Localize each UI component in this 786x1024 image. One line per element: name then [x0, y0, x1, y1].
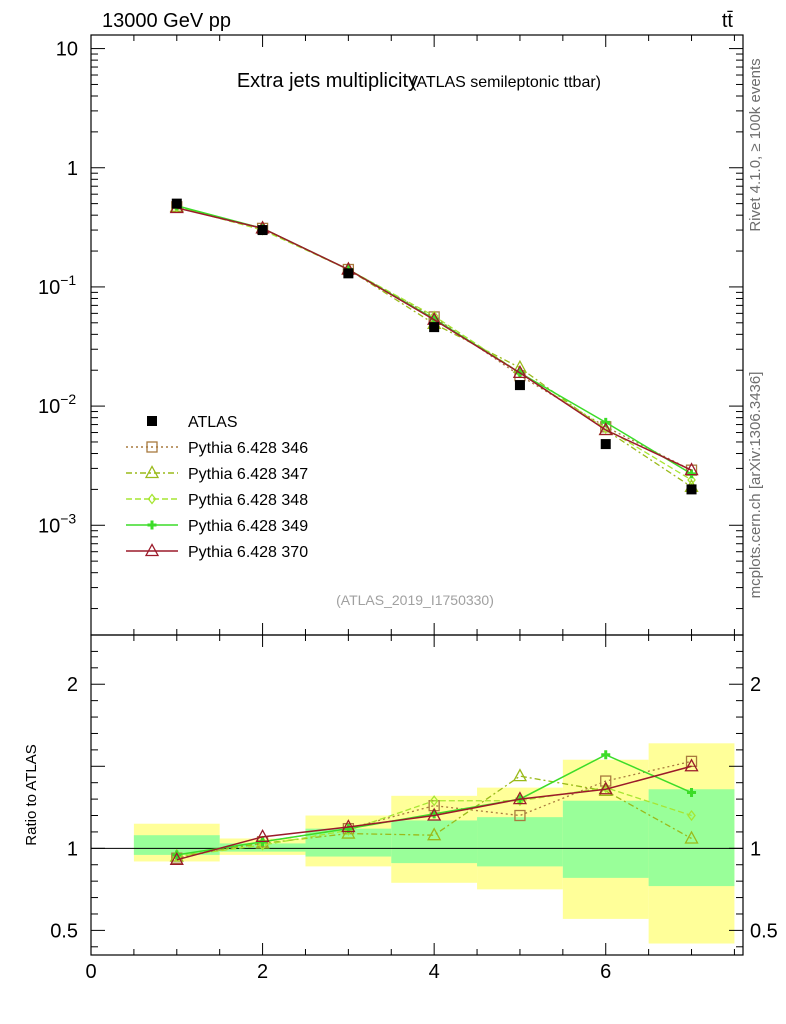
series-line-pythia-6-428-370: [176, 207, 692, 471]
y-tick-label: 1: [67, 158, 78, 180]
ratio-point-pythia-6-428-348-7: [687, 809, 696, 822]
y-tick-label: 10−3: [38, 510, 76, 537]
rivet-version-label: Rivet 4.1.0, ≥ 100k events: [747, 58, 764, 231]
point-pythia-6-428-370-7: [684, 462, 699, 476]
point-atlas-1: [171, 198, 182, 209]
point-pythia-6-428-370-5: [512, 365, 528, 379]
x-tick-label: 4: [429, 961, 440, 983]
chart-title: Extra jets multiplicity: [237, 70, 418, 92]
legend-label-pythia-6-428-370: Pythia 6.428 370: [188, 544, 308, 561]
mcplots-reference-label: mcplots.cern.ch [arXiv:1306.3436]: [747, 372, 764, 599]
legend-label-pythia-6-428-349: Pythia 6.428 349: [188, 518, 308, 535]
point-pythia-6-428-370-6: [598, 422, 613, 436]
ratio-point-pythia-6-428-346-5: [514, 809, 526, 822]
ratio-line-pythia-6-428-346: [176, 760, 692, 859]
ratio-point-pythia-6-428-370-7: [684, 758, 699, 772]
header-energy-label: 13000 GeV pp: [102, 10, 231, 32]
ratio-y-tick-label-right: 2: [750, 674, 761, 696]
point-pythia-6-428-349-7: [687, 469, 697, 479]
ratio-y-tick-label-left: 2: [67, 674, 78, 696]
series-line-pythia-6-428-346: [176, 206, 692, 471]
legend-label-pythia-6-428-347: Pythia 6.428 347: [188, 466, 308, 483]
analysis-id-watermark: (ATLAS_2019_I1750330): [336, 592, 494, 608]
legend-label-pythia-6-428-348: Pythia 6.428 348: [188, 492, 308, 509]
ratio-y-axis-label: Ratio to ATLAS: [23, 744, 40, 845]
y-tick-label: 10−1: [38, 272, 76, 299]
ratio-point-pythia-6-428-347-4: [427, 827, 442, 841]
ratio-point-pythia-6-428-346-6: [600, 775, 612, 787]
legend-marker-pythia-6-428-370: [144, 543, 160, 557]
ratio-band-inner-6: [562, 800, 649, 878]
point-atlas-4: [429, 322, 440, 333]
ratio-y-tick-label-left: 0.5: [50, 920, 78, 942]
x-tick-label: 2: [257, 961, 268, 983]
ratio-point-pythia-6-428-349-7: [687, 788, 697, 798]
ratio-band-inner-7: [648, 789, 735, 887]
legend-marker-pythia-6-428-347: [144, 465, 160, 479]
ratio-y-tick-label-right: 1: [750, 838, 761, 860]
ratio-point-pythia-6-428-370-3: [341, 819, 356, 833]
ratio-band-inner-5: [477, 817, 563, 867]
chart-subtitle: (ATLAS semileptonic ttbar): [411, 74, 601, 91]
legend-marker-pythia-6-428-349: [147, 520, 157, 530]
ratio-plot-frame: [90, 634, 744, 956]
ratio-point-pythia-6-428-370-4: [427, 807, 442, 821]
ratio-y-tick-label-left: 1: [67, 838, 78, 860]
ratio-point-pythia-6-428-348-2: [258, 839, 267, 851]
ratio-point-pythia-6-428-349-1: [172, 850, 182, 860]
ratio-point-pythia-6-428-370-6: [598, 781, 613, 795]
x-axis: 0 2 4 6: [85, 35, 735, 983]
legend: ATLAS Pythia 6.428 346 Pythia 6.428 347 Pyt…: [126, 414, 308, 561]
legend-label-atlas: ATLAS: [188, 414, 238, 431]
ratio-band-inner-1: [133, 835, 220, 855]
ratio-y-tick-label-right: 0.5: [750, 920, 778, 942]
series-line-pythia-6-428-348: [176, 206, 692, 481]
point-atlas-2: [257, 225, 268, 236]
ratio-point-pythia-6-428-347-5: [512, 768, 528, 782]
ratio-point-pythia-6-428-349-6: [601, 750, 611, 760]
ratio-point-pythia-6-428-347-3: [341, 825, 356, 839]
legend-label-pythia-6-428-346: Pythia 6.428 346: [188, 440, 308, 457]
point-atlas-7: [686, 484, 697, 495]
ratio-band-inner-4: [391, 820, 478, 864]
ratio-point-pythia-6-428-347-7: [684, 830, 699, 844]
ratio-point-pythia-6-428-348-4: [429, 795, 439, 807]
legend-marker-pythia-6-428-346: [146, 441, 158, 453]
point-atlas-3: [343, 268, 354, 279]
ratio-point-pythia-6-428-370-1: [169, 851, 184, 865]
point-atlas-5: [514, 380, 525, 391]
header-process-label: tt̄: [722, 10, 734, 32]
x-tick-label: 0: [85, 961, 96, 983]
ratio-point-pythia-6-428-370-2: [255, 828, 270, 842]
ratio-line-pythia-6-428-370: [176, 765, 692, 861]
ratio-plot-panel: 0.5 0.5 1 1 2 2 Ratio to ATLAS: [23, 634, 778, 956]
legend-marker-pythia-6-428-348: [147, 493, 157, 505]
point-atlas-6: [600, 439, 611, 450]
x-tick-label: 6: [600, 961, 611, 983]
legend-marker-atlas: [147, 416, 157, 426]
ratio-point-pythia-6-428-370-5: [512, 791, 528, 805]
y-tick-label: 10−2: [38, 391, 76, 418]
y-tick-label: 10: [56, 39, 78, 61]
